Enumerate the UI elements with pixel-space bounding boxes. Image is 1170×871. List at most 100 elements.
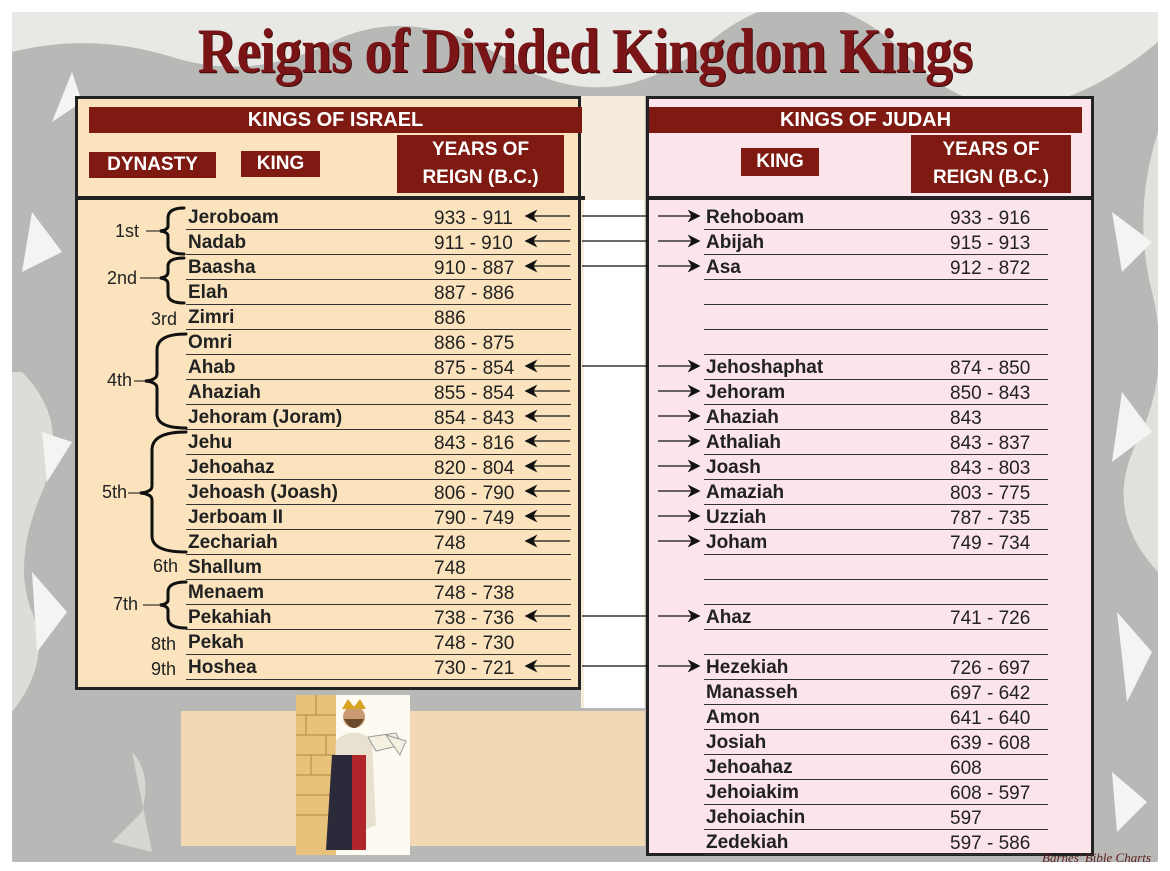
- dynasty-label-8: 8th: [151, 634, 177, 654]
- israel-king-years: 886 - 875: [434, 333, 515, 354]
- dynasty-label-ticks: [128, 230, 160, 606]
- judah-row: Jehoahaz 608: [704, 755, 1048, 780]
- row-rule: [186, 354, 571, 355]
- israel-king-name: Zechariah: [188, 532, 278, 553]
- judah-king-name: Jehoahaz: [706, 757, 793, 778]
- israel-king-years: 911 - 910: [434, 233, 513, 254]
- panel-gap: [584, 200, 644, 708]
- row-rule: [704, 579, 1048, 580]
- israel-king-years: 910 - 887: [434, 258, 515, 279]
- israel-king-years: 748: [434, 533, 466, 554]
- page-title: Reigns of Divided Kingdom Kings: [197, 15, 973, 86]
- judah-row: Abijah 915 - 913: [704, 230, 1048, 255]
- judah-king-years: 850 - 843: [950, 383, 1031, 404]
- judah-king-name: Amaziah: [706, 482, 785, 503]
- judah-row: Jehoshaphat 874 - 850: [704, 355, 1048, 380]
- judah-king-name: Ahaz: [706, 607, 752, 628]
- judah-row: Jehoram 850 - 843: [704, 380, 1048, 405]
- row-rule: [186, 479, 571, 480]
- judah-king-name: Josiah: [706, 732, 767, 753]
- row-rule: [704, 729, 1048, 730]
- judah-row: Joash 843 - 803: [704, 455, 1048, 480]
- judah-king-years: 787 - 735: [950, 508, 1031, 529]
- israel-king-name: Nadab: [188, 232, 247, 253]
- row-rule: [186, 679, 571, 680]
- judah-king-name: Amon: [706, 707, 760, 728]
- judah-row: Amaziah 803 - 775: [704, 480, 1048, 505]
- israel-king-name: Jehu: [188, 432, 233, 453]
- israel-king-name: Omri: [188, 332, 233, 353]
- judah-row: Ahaziah 843: [704, 405, 1048, 430]
- israel-king-years: 748 - 730: [434, 633, 515, 654]
- judah-king-years: 843: [950, 408, 982, 429]
- row-rule: [186, 329, 571, 330]
- judah-row: Amon 641 - 640: [704, 705, 1048, 730]
- row-rule: [704, 679, 1048, 680]
- row-rule: [186, 579, 571, 580]
- israel-row: Nadab 911 - 910: [186, 230, 571, 255]
- judah-king-years: 874 - 850: [950, 358, 1031, 379]
- judah-king-years: 843 - 803: [950, 458, 1031, 479]
- row-rule: [704, 379, 1048, 380]
- judah-row: Athaliah 843 - 837: [704, 430, 1048, 455]
- row-rule: [186, 529, 571, 530]
- judah-king-years: 803 - 775: [950, 483, 1031, 504]
- row-rule: [186, 379, 571, 380]
- synchronism-arrows: [524, 209, 701, 673]
- israel-king-name: Zimri: [188, 307, 235, 328]
- israel-king-name: Hoshea: [188, 657, 257, 678]
- judah-row: Josiah 639 - 608: [704, 730, 1048, 755]
- judah-king-name: Hezekiah: [706, 657, 789, 678]
- israel-years-column-header: YEARS OF REIGN (B.C.): [397, 135, 564, 193]
- israel-years-header-line1: YEARS OF: [431, 139, 530, 160]
- israel-king-years: 806 - 790: [434, 483, 515, 504]
- israel-row: Pekahiah 738 - 736: [186, 605, 571, 630]
- judah-king-years: 641 - 640: [950, 708, 1031, 729]
- israel-header-divider: [75, 196, 585, 200]
- israel-row: Shallum 748: [186, 555, 571, 580]
- judah-king-years: 608: [950, 758, 982, 779]
- israel-king-name: Jehoahaz: [188, 457, 275, 478]
- israel-row: Jehoahaz 820 - 804: [186, 455, 571, 480]
- row-rule: [186, 454, 571, 455]
- judah-years-column-header: YEARS OF REIGN (B.C.): [911, 135, 1071, 193]
- israel-row: Menaem 748 - 738: [186, 580, 571, 605]
- row-rule: [186, 629, 571, 630]
- row-rule: [704, 754, 1048, 755]
- israel-king-years: 748 - 738: [434, 583, 515, 604]
- israel-king-years: 875 - 854: [434, 358, 515, 379]
- judah-row: Asa 912 - 872: [704, 255, 1048, 280]
- judah-row: Joham 749 - 734: [704, 530, 1048, 555]
- judah-row: [704, 280, 1048, 305]
- judah-row: [704, 305, 1048, 330]
- row-rule: [186, 504, 571, 505]
- row-rule: [704, 254, 1048, 255]
- israel-king-years: 730 - 721: [434, 658, 515, 679]
- israel-row: Hoshea 730 - 721: [186, 655, 571, 680]
- israel-years-header-line2: REIGN (B.C.): [422, 167, 539, 188]
- judah-row: Hezekiah 726 - 697: [704, 655, 1048, 680]
- row-rule: [186, 604, 571, 605]
- judah-king-name: Joash: [706, 457, 761, 478]
- israel-king-years: 886: [434, 308, 466, 329]
- israel-king-name: Jeroboam: [188, 207, 279, 228]
- judah-king-years: 933 - 916: [950, 208, 1031, 229]
- king-figure-art: [296, 695, 407, 855]
- row-rule: [704, 779, 1048, 780]
- israel-king-years: 748: [434, 558, 466, 579]
- row-rule: [704, 529, 1048, 530]
- israel-row: Pekah 748 - 730: [186, 630, 571, 655]
- dynasty-label-5: 5th: [102, 482, 128, 502]
- row-rule: [704, 279, 1048, 280]
- judah-row: [704, 630, 1048, 655]
- judah-king-name: Asa: [706, 257, 741, 278]
- dynasty-label-2: 2nd: [107, 268, 138, 288]
- israel-row: Jehu 843 - 816: [186, 430, 571, 455]
- row-rule: [704, 554, 1048, 555]
- row-rule: [186, 654, 571, 655]
- israel-row: Jehoash (Joash) 806 - 790: [186, 480, 571, 505]
- israel-header: KINGS OF ISRAEL: [89, 107, 582, 133]
- israel-row: Jehoram (Joram) 854 - 843: [186, 405, 571, 430]
- israel-king-name: Elah: [188, 282, 229, 303]
- judah-king-column-header: KING: [741, 148, 819, 176]
